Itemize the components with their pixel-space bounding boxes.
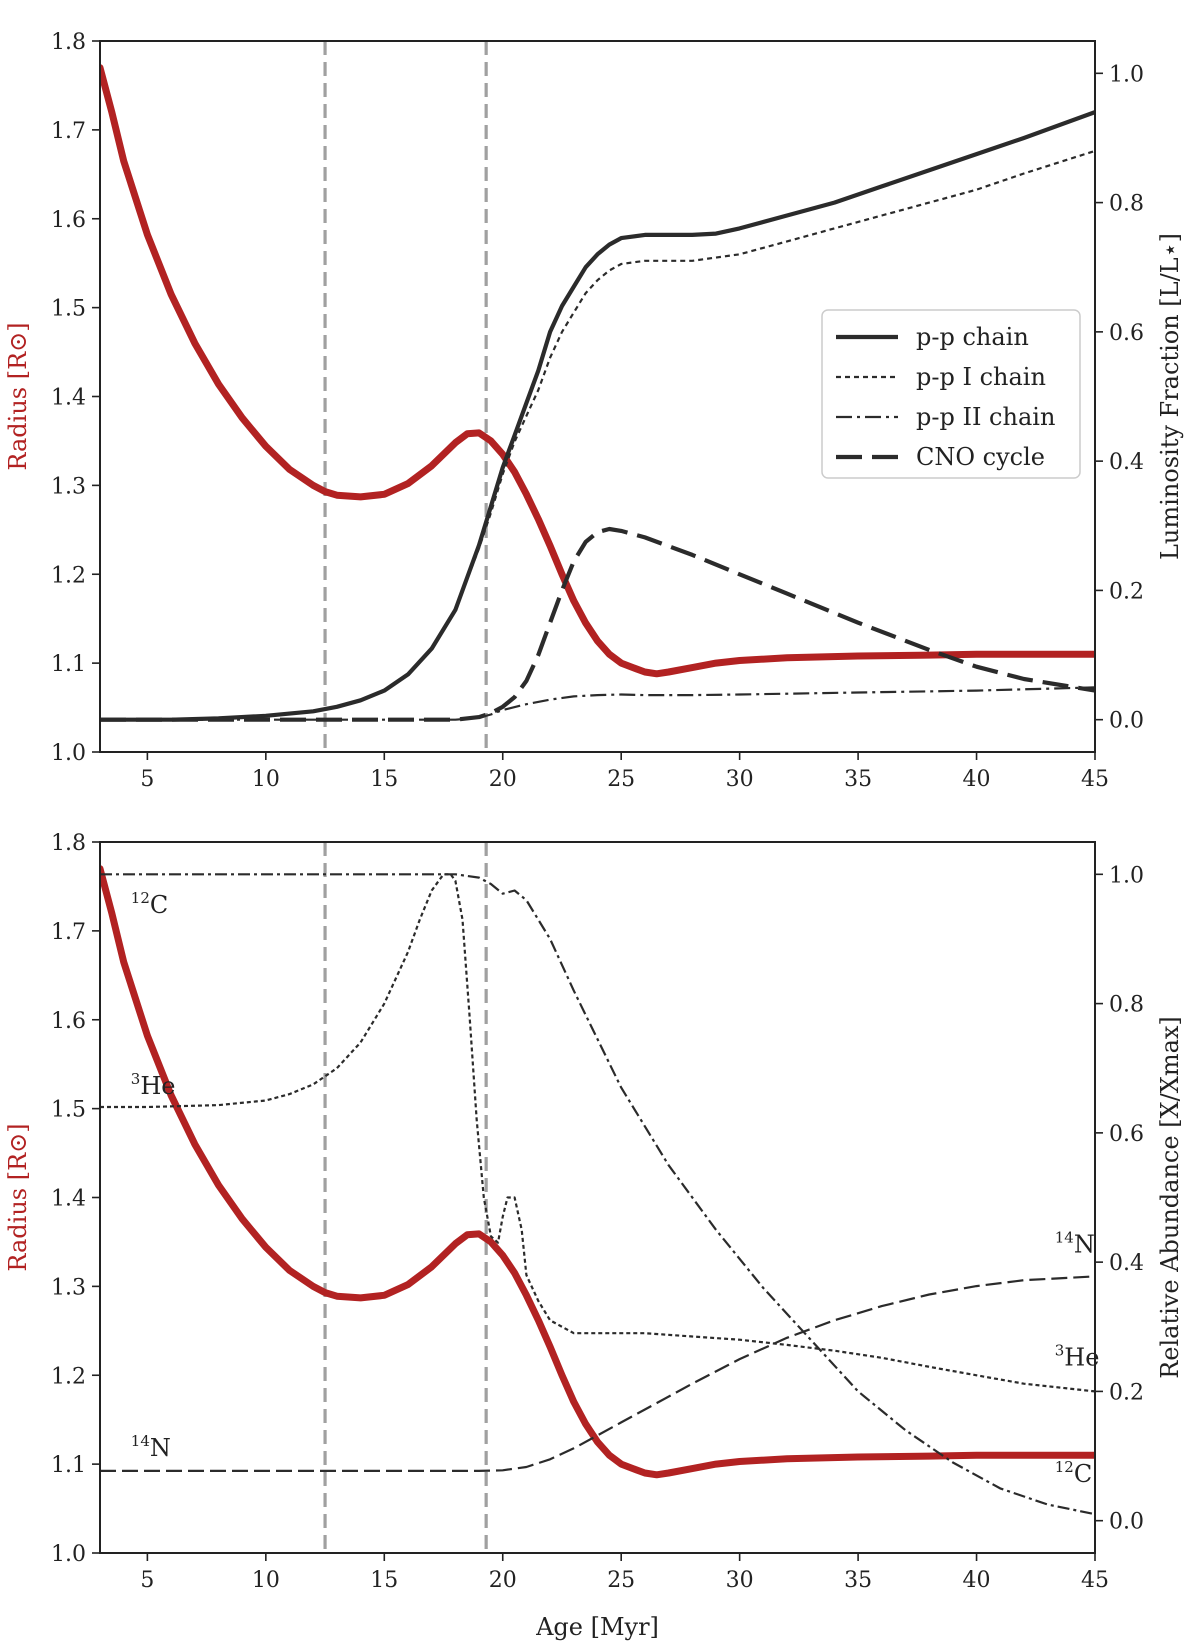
y-left-tick-label: 1.4 [51,386,86,411]
y-right-tick-label: 0.8 [1109,993,1144,1018]
y-left-tick-label: 1.0 [51,741,86,766]
x-tick-label: 10 [252,767,280,792]
radius-curve [100,64,1095,678]
y-right-tick-label: 1.0 [1109,863,1144,888]
x-tick-label: 25 [607,767,635,792]
y-right-axis-label: Luminosity Fraction [L/L⋆] [1156,233,1184,560]
y-left-axis-label: Radius [R⊙] [4,322,32,470]
y-left-tick-label: 1.0 [51,1542,86,1567]
x-tick-label: 30 [726,767,754,792]
y-left-tick-label: 1.8 [51,831,86,856]
y-right-tick-label: 0.2 [1109,579,1144,604]
isotope-label: 14N [1055,1228,1095,1258]
radius-curve [100,865,1095,1479]
top-panel: 5 10 15 20 25 30 35 40 45 1.0 1.1 1.2 1.3 1.4 1.5 1.6 1.… [4,30,1184,792]
x-tick-label: 20 [489,1568,517,1593]
y-right-tick-label: 0.6 [1109,321,1144,346]
x-tick-label: 40 [963,767,991,792]
y-left-tick-label: 1.4 [51,1187,86,1212]
y-right-tick-label: 0.0 [1109,709,1144,734]
isotope-label: 14N [131,1432,171,1462]
series-line-12c [100,873,1095,1516]
y-left-tick-label: 1.2 [51,1364,86,1389]
x-tick-label: 35 [844,767,872,792]
x-tick-label: 15 [370,767,398,792]
y-left-tick-label: 1.3 [51,1275,86,1300]
legend-entry: p-p I chain [916,363,1046,391]
plot-area [100,865,1095,1516]
legend-entry: p-p chain [916,323,1029,351]
y-left-tick-label: 1.2 [51,563,86,588]
x-tick-label: 30 [726,1568,754,1593]
x-tick-label: 45 [1081,767,1109,792]
series-line-p-p-chain [100,110,1095,722]
x-tick-label: 5 [140,767,154,792]
x-tick-label: 45 [1081,1568,1109,1593]
x-tick-label: 5 [140,1568,154,1593]
legend-entry: CNO cycle [916,443,1045,471]
y-right-tick-label: 0.2 [1109,1380,1144,1405]
x-tick-label: 40 [963,1568,991,1593]
legend: p-p chain p-p I chain p-p II chain CNO cycl… [821,309,1081,479]
y-right-axis-label: Relative Abundance [X/Xmax] [1156,1016,1184,1379]
series-line-3he [100,873,1095,1393]
x-tick-label: 20 [489,767,517,792]
y-right-tick-label: 0.8 [1109,192,1144,217]
legend-box [821,309,1081,479]
legend-entry: p-p II chain [916,403,1055,431]
series-line-p-p-ii-chain [100,686,1095,721]
y-left-tick-label: 1.8 [51,30,86,55]
x-tick-label: 35 [844,1568,872,1593]
series-line-p-p-i-chain [100,149,1095,721]
y-right-tick-label: 1.0 [1109,62,1144,87]
x-tick-label: 15 [370,1568,398,1593]
x-tick-label: 25 [607,1568,635,1593]
isotope-label: 12C [1055,1458,1092,1488]
y-left-tick-label: 1.5 [51,1098,86,1123]
y-left-tick-label: 1.7 [51,920,86,945]
y-left-tick-label: 1.6 [51,208,86,233]
y-left-tick-label: 1.6 [51,1009,86,1034]
y-right-tick-label: 0.4 [1109,1251,1144,1276]
y-right-tick-label: 0.6 [1109,1122,1144,1147]
isotope-label: 12C [131,889,168,919]
y-left-tick-label: 1.1 [51,1453,86,1478]
y-left-tick-label: 1.7 [51,119,86,144]
bottom-panel: 5 10 15 20 25 30 35 40 45 1.0 1.1 1.2 1.3 1.4 1.5 1.6 1.… [4,831,1184,1641]
isotope-label: 3He [131,1070,176,1100]
y-left-tick-label: 1.1 [51,652,86,677]
y-left-tick-label: 1.3 [51,474,86,499]
plot-area [100,64,1095,722]
y-left-tick-label: 1.5 [51,297,86,322]
y-right-tick-label: 0.4 [1109,450,1144,475]
y-left-axis-label: Radius [R⊙] [4,1123,32,1271]
isotope-label: 3He [1055,1342,1100,1372]
y-right-tick-label: 0.0 [1109,1510,1144,1535]
series-line-14n [100,1275,1095,1472]
x-tick-label: 10 [252,1568,280,1593]
series-line-cno-cycle [100,526,1095,722]
x-axis-label: Age [Myr] [535,1613,659,1641]
